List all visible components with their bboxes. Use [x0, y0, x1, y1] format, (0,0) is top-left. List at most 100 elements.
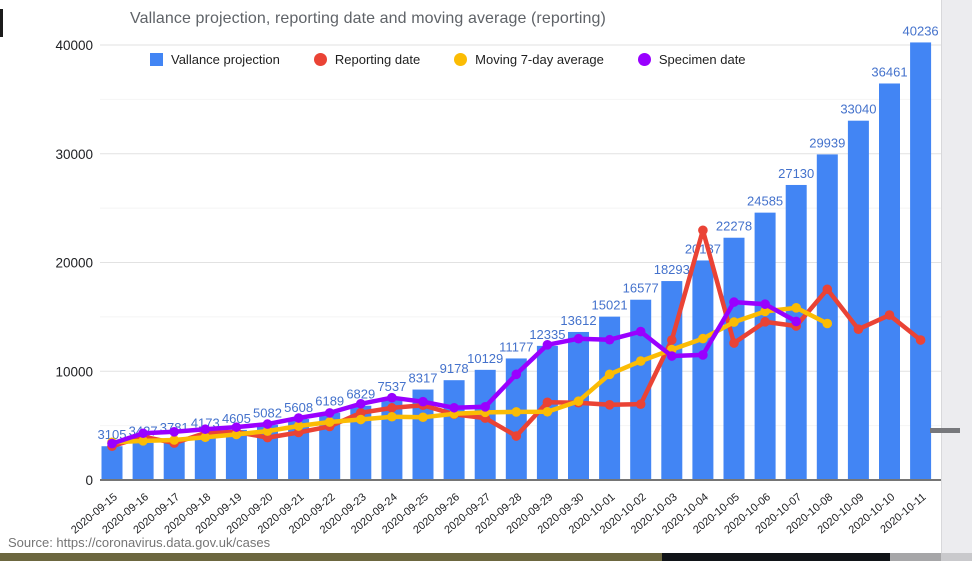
bar-value-label: 20187 [685, 241, 721, 256]
point-moving-7-day-average [324, 417, 335, 427]
y-axis-tick-label: 10000 [55, 364, 93, 379]
bar-value-label: 13612 [560, 313, 596, 328]
bar-value-label: 29939 [809, 135, 845, 150]
point-specimen-date [480, 402, 491, 412]
bar [630, 299, 652, 480]
point-specimen-date [698, 350, 708, 360]
bar [847, 120, 869, 480]
bar-value-label: 22278 [716, 219, 752, 234]
bar [661, 281, 683, 480]
point-moving-7-day-average [169, 435, 179, 445]
bar-value-label: 18293 [654, 262, 690, 277]
bar-value-label: 10129 [467, 351, 503, 366]
bar-value-label: 4605 [222, 411, 251, 426]
bar [785, 184, 807, 480]
point-moving-7-day-average [635, 356, 646, 366]
y-axis-tick-label: 20000 [55, 256, 93, 271]
point-reporting-date [822, 284, 833, 295]
point-specimen-date [511, 369, 522, 380]
window-strip-segment [0, 553, 662, 561]
y-axis-tick-label: 0 [85, 473, 93, 488]
point-reporting-date [853, 324, 864, 335]
point-moving-7-day-average [698, 333, 708, 344]
bar [910, 42, 932, 480]
point-reporting-date [604, 400, 615, 410]
y-axis-tick-label: 30000 [55, 147, 93, 162]
point-moving-7-day-average [542, 406, 553, 417]
legend-circle-swatch-icon [313, 53, 327, 66]
point-specimen-date [604, 334, 615, 345]
point-reporting-date [542, 397, 553, 408]
point-specimen-date [542, 340, 553, 350]
bar-value-label: 5608 [284, 400, 313, 415]
bar [443, 380, 465, 480]
chart-plot-area: 3105342737814173460550825608618968297537… [55, 23, 941, 536]
bar [350, 405, 372, 480]
point-specimen-date [449, 402, 459, 413]
bar-value-label: 15021 [592, 298, 628, 313]
point-specimen-date [667, 351, 677, 361]
point-moving-7-day-average [418, 412, 428, 423]
bar-value-label: 3105 [98, 427, 127, 442]
bar [194, 434, 216, 480]
point-moving-7-day-average [729, 317, 739, 327]
point-specimen-date [791, 316, 801, 327]
point-reporting-date [356, 408, 366, 418]
bar [599, 316, 621, 480]
window-strip-segment [662, 553, 890, 561]
legend-label: Specimen date [658, 52, 746, 67]
window-strip-segment [941, 553, 972, 561]
legend-label: Reporting date [334, 52, 421, 67]
bar [505, 358, 527, 480]
point-reporting-date [729, 338, 739, 348]
legend-item-specimen-date: Specimen date [637, 52, 746, 67]
bar-value-label: 9178 [440, 361, 469, 376]
scrollbar-track[interactable] [941, 0, 972, 561]
bar-value-label: 16577 [623, 281, 659, 296]
point-moving-7-day-average [138, 436, 148, 446]
bar [163, 438, 185, 480]
bar-value-label: 24585 [747, 194, 783, 209]
point-specimen-date [635, 326, 646, 337]
point-specimen-date [138, 428, 148, 439]
bar-value-label: 7537 [377, 379, 406, 394]
bar [412, 389, 434, 480]
point-reporting-date [698, 225, 708, 236]
point-moving-7-day-average [760, 306, 770, 317]
point-specimen-date [107, 438, 117, 449]
point-specimen-date [200, 424, 211, 435]
point-specimen-date [729, 297, 739, 307]
window-edge-artifact [0, 9, 3, 37]
bar [692, 260, 714, 480]
bar [816, 154, 838, 480]
point-moving-7-day-average [604, 369, 615, 380]
bar [879, 83, 900, 480]
bar [225, 429, 247, 480]
bar-value-label: 36461 [871, 64, 907, 79]
bar [754, 212, 776, 480]
point-specimen-date [324, 408, 335, 418]
point-moving-7-day-average [573, 396, 584, 406]
point-specimen-date [573, 333, 584, 344]
point-moving-7-day-average [200, 432, 211, 443]
bar [474, 369, 496, 480]
point-specimen-date [231, 422, 242, 432]
point-specimen-date [760, 299, 770, 309]
bar-value-label: 27130 [778, 166, 814, 181]
point-specimen-date [169, 427, 179, 437]
point-moving-7-day-average [511, 407, 522, 417]
bar [101, 446, 123, 480]
legend-circle-swatch-icon [637, 53, 651, 66]
legend-circle-swatch-icon [454, 53, 468, 66]
point-moving-7-day-average [262, 426, 273, 436]
scrollbar-thumb[interactable] [930, 428, 960, 433]
legend-label: Vallance projection [171, 52, 280, 67]
point-reporting-date [915, 335, 926, 345]
point-moving-7-day-average [791, 303, 801, 313]
window-strip-segment [890, 553, 941, 561]
bar [723, 237, 745, 480]
point-specimen-date [262, 419, 273, 429]
bar-value-label: 33040 [840, 102, 876, 117]
bar-value-label: 8317 [409, 371, 438, 386]
